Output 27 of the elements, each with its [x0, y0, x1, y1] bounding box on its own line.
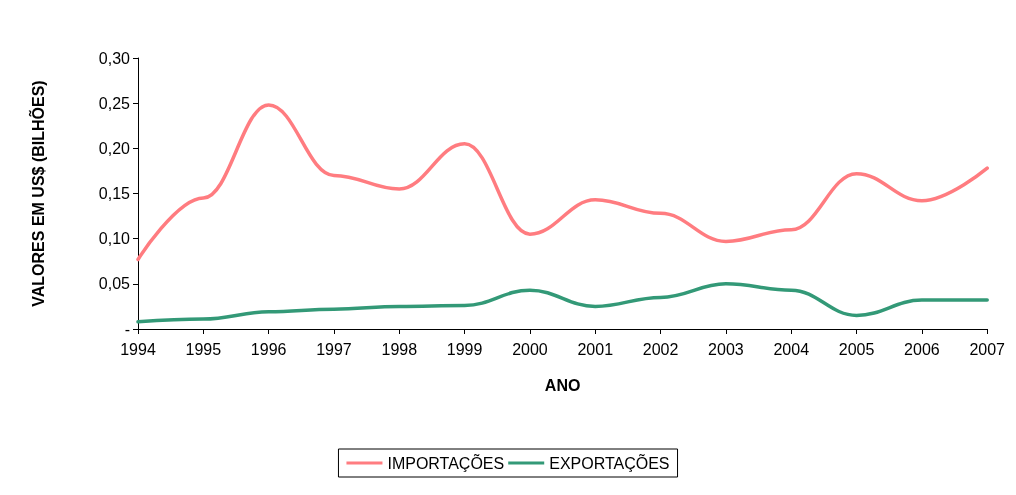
x-tick-label: 2006: [904, 340, 940, 358]
y-tick-label: 0,10: [98, 230, 131, 248]
x-tick-label: 1995: [185, 340, 222, 358]
x-tick-label: 2000: [512, 340, 548, 358]
line-series: [136, 103, 989, 262]
x-axis-title: ANO: [544, 376, 581, 394]
x-tick-label: 1997: [316, 340, 352, 358]
y-tick-label: 0,05: [98, 275, 131, 293]
x-tick-label: 2005: [838, 340, 875, 358]
x-tick-label: 2002: [642, 340, 679, 358]
y-tick-label: 0,25: [98, 94, 131, 112]
y-tick-label: -: [124, 320, 130, 338]
x-tick-label: 2003: [708, 340, 744, 358]
y-tick-label: 0,30: [98, 49, 131, 67]
x-tick-label: 1996: [250, 340, 287, 358]
x-tick-label: 1998: [381, 340, 418, 358]
y-axis-title: VALORES EM US$ (BILHÕES): [27, 80, 47, 307]
y-tick-label: 0,20: [98, 139, 131, 157]
y-tick-label: 0,15: [98, 185, 131, 202]
x-tick-label: 2001: [577, 340, 614, 358]
x-tick-label: 2007: [969, 340, 1006, 358]
legend-label: EXPORTAÇÕES: [549, 452, 670, 472]
line-series: [136, 282, 989, 324]
x-tick-label: 1994: [120, 340, 156, 358]
x-tick-label: 2004: [773, 340, 810, 358]
legend-label: IMPORTAÇÕES: [387, 452, 505, 472]
x-tick-label: 1999: [446, 340, 483, 358]
